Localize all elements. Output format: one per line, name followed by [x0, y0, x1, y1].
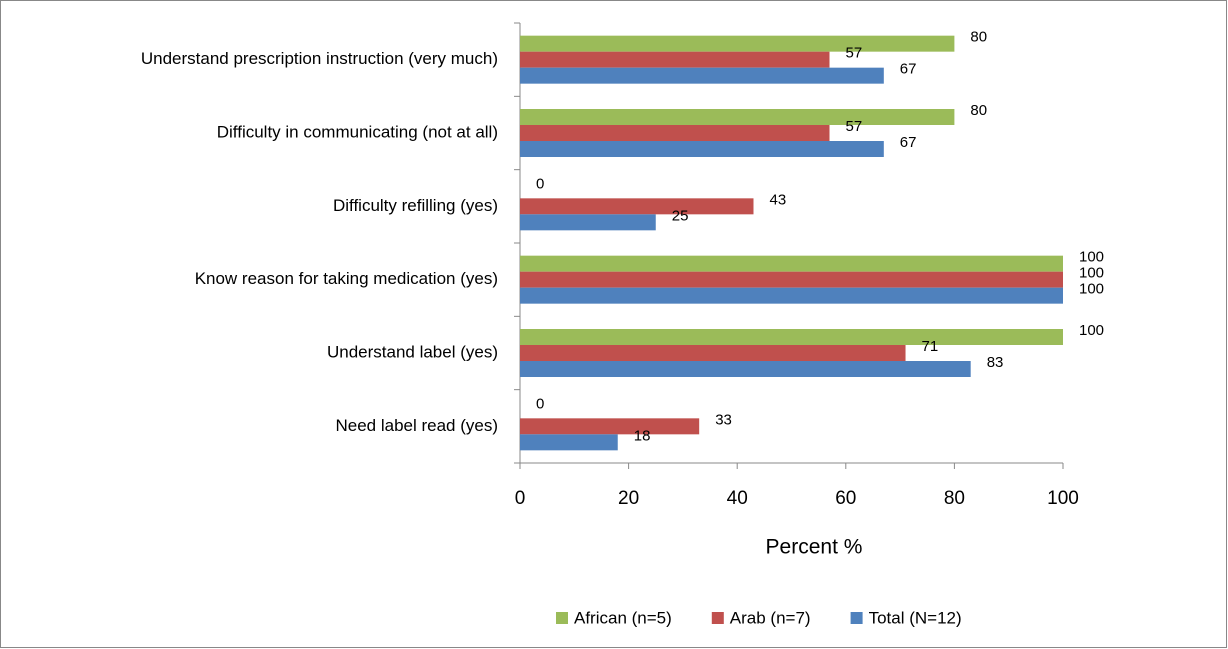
- bar: [520, 271, 1063, 288]
- legend-swatch: [711, 612, 724, 624]
- data-label: 57: [846, 45, 863, 62]
- y-tick-label: Understand prescription instruction (ver…: [141, 49, 498, 68]
- data-label: 0: [536, 395, 544, 412]
- bar: [520, 329, 1063, 345]
- x-tick-label: 20: [618, 488, 639, 509]
- data-label: 25: [672, 207, 689, 224]
- data-label: 43: [769, 191, 786, 208]
- bar: [520, 287, 1063, 304]
- data-label: 100: [1079, 281, 1104, 298]
- bar: [520, 67, 884, 84]
- data-label: 67: [900, 134, 917, 151]
- x-tick-label: 0: [515, 488, 526, 509]
- data-label: 67: [900, 61, 917, 78]
- x-tick-label: 80: [944, 488, 965, 509]
- bar: [520, 35, 955, 52]
- bar: [520, 361, 971, 377]
- bar: [520, 434, 618, 451]
- data-label: 100: [1079, 249, 1104, 266]
- x-axis-label: Percent %: [766, 536, 863, 559]
- data-label: 57: [846, 118, 863, 135]
- legend-swatch: [556, 612, 568, 624]
- bar: [520, 198, 754, 215]
- data-label: 0: [536, 175, 544, 192]
- data-label: 100: [1079, 322, 1104, 339]
- bar: [520, 109, 955, 125]
- legend-swatch: [850, 612, 863, 624]
- x-tick-label: 60: [835, 488, 856, 509]
- x-tick-label: 40: [727, 488, 748, 509]
- data-label: 33: [715, 411, 732, 428]
- data-label: 80: [970, 29, 987, 46]
- bar: [520, 418, 700, 435]
- data-label: 80: [970, 102, 987, 119]
- legend-label: Arab (n=7): [730, 608, 811, 627]
- bar: [520, 345, 906, 361]
- y-tick-label: Need label read (yes): [335, 416, 498, 435]
- data-label: 71: [922, 338, 939, 355]
- bar: [520, 141, 884, 157]
- bar: [520, 255, 1063, 272]
- y-tick-label: Understand label (yes): [327, 342, 498, 361]
- data-label: 100: [1079, 265, 1104, 282]
- x-tick-label: 100: [1047, 488, 1079, 509]
- bar: [520, 214, 656, 231]
- data-label: 18: [634, 427, 651, 444]
- y-tick-label: Know reason for taking medication (yes): [195, 269, 498, 288]
- y-tick-label: Difficulty in communicating (not at all): [217, 122, 498, 141]
- bar: [520, 125, 830, 141]
- bar: [520, 51, 830, 68]
- y-tick-label: Difficulty refilling (yes): [333, 196, 498, 215]
- data-label: 83: [987, 354, 1004, 371]
- legend-label: African (n=5): [574, 608, 672, 627]
- legend-label: Total (N=12): [869, 608, 962, 627]
